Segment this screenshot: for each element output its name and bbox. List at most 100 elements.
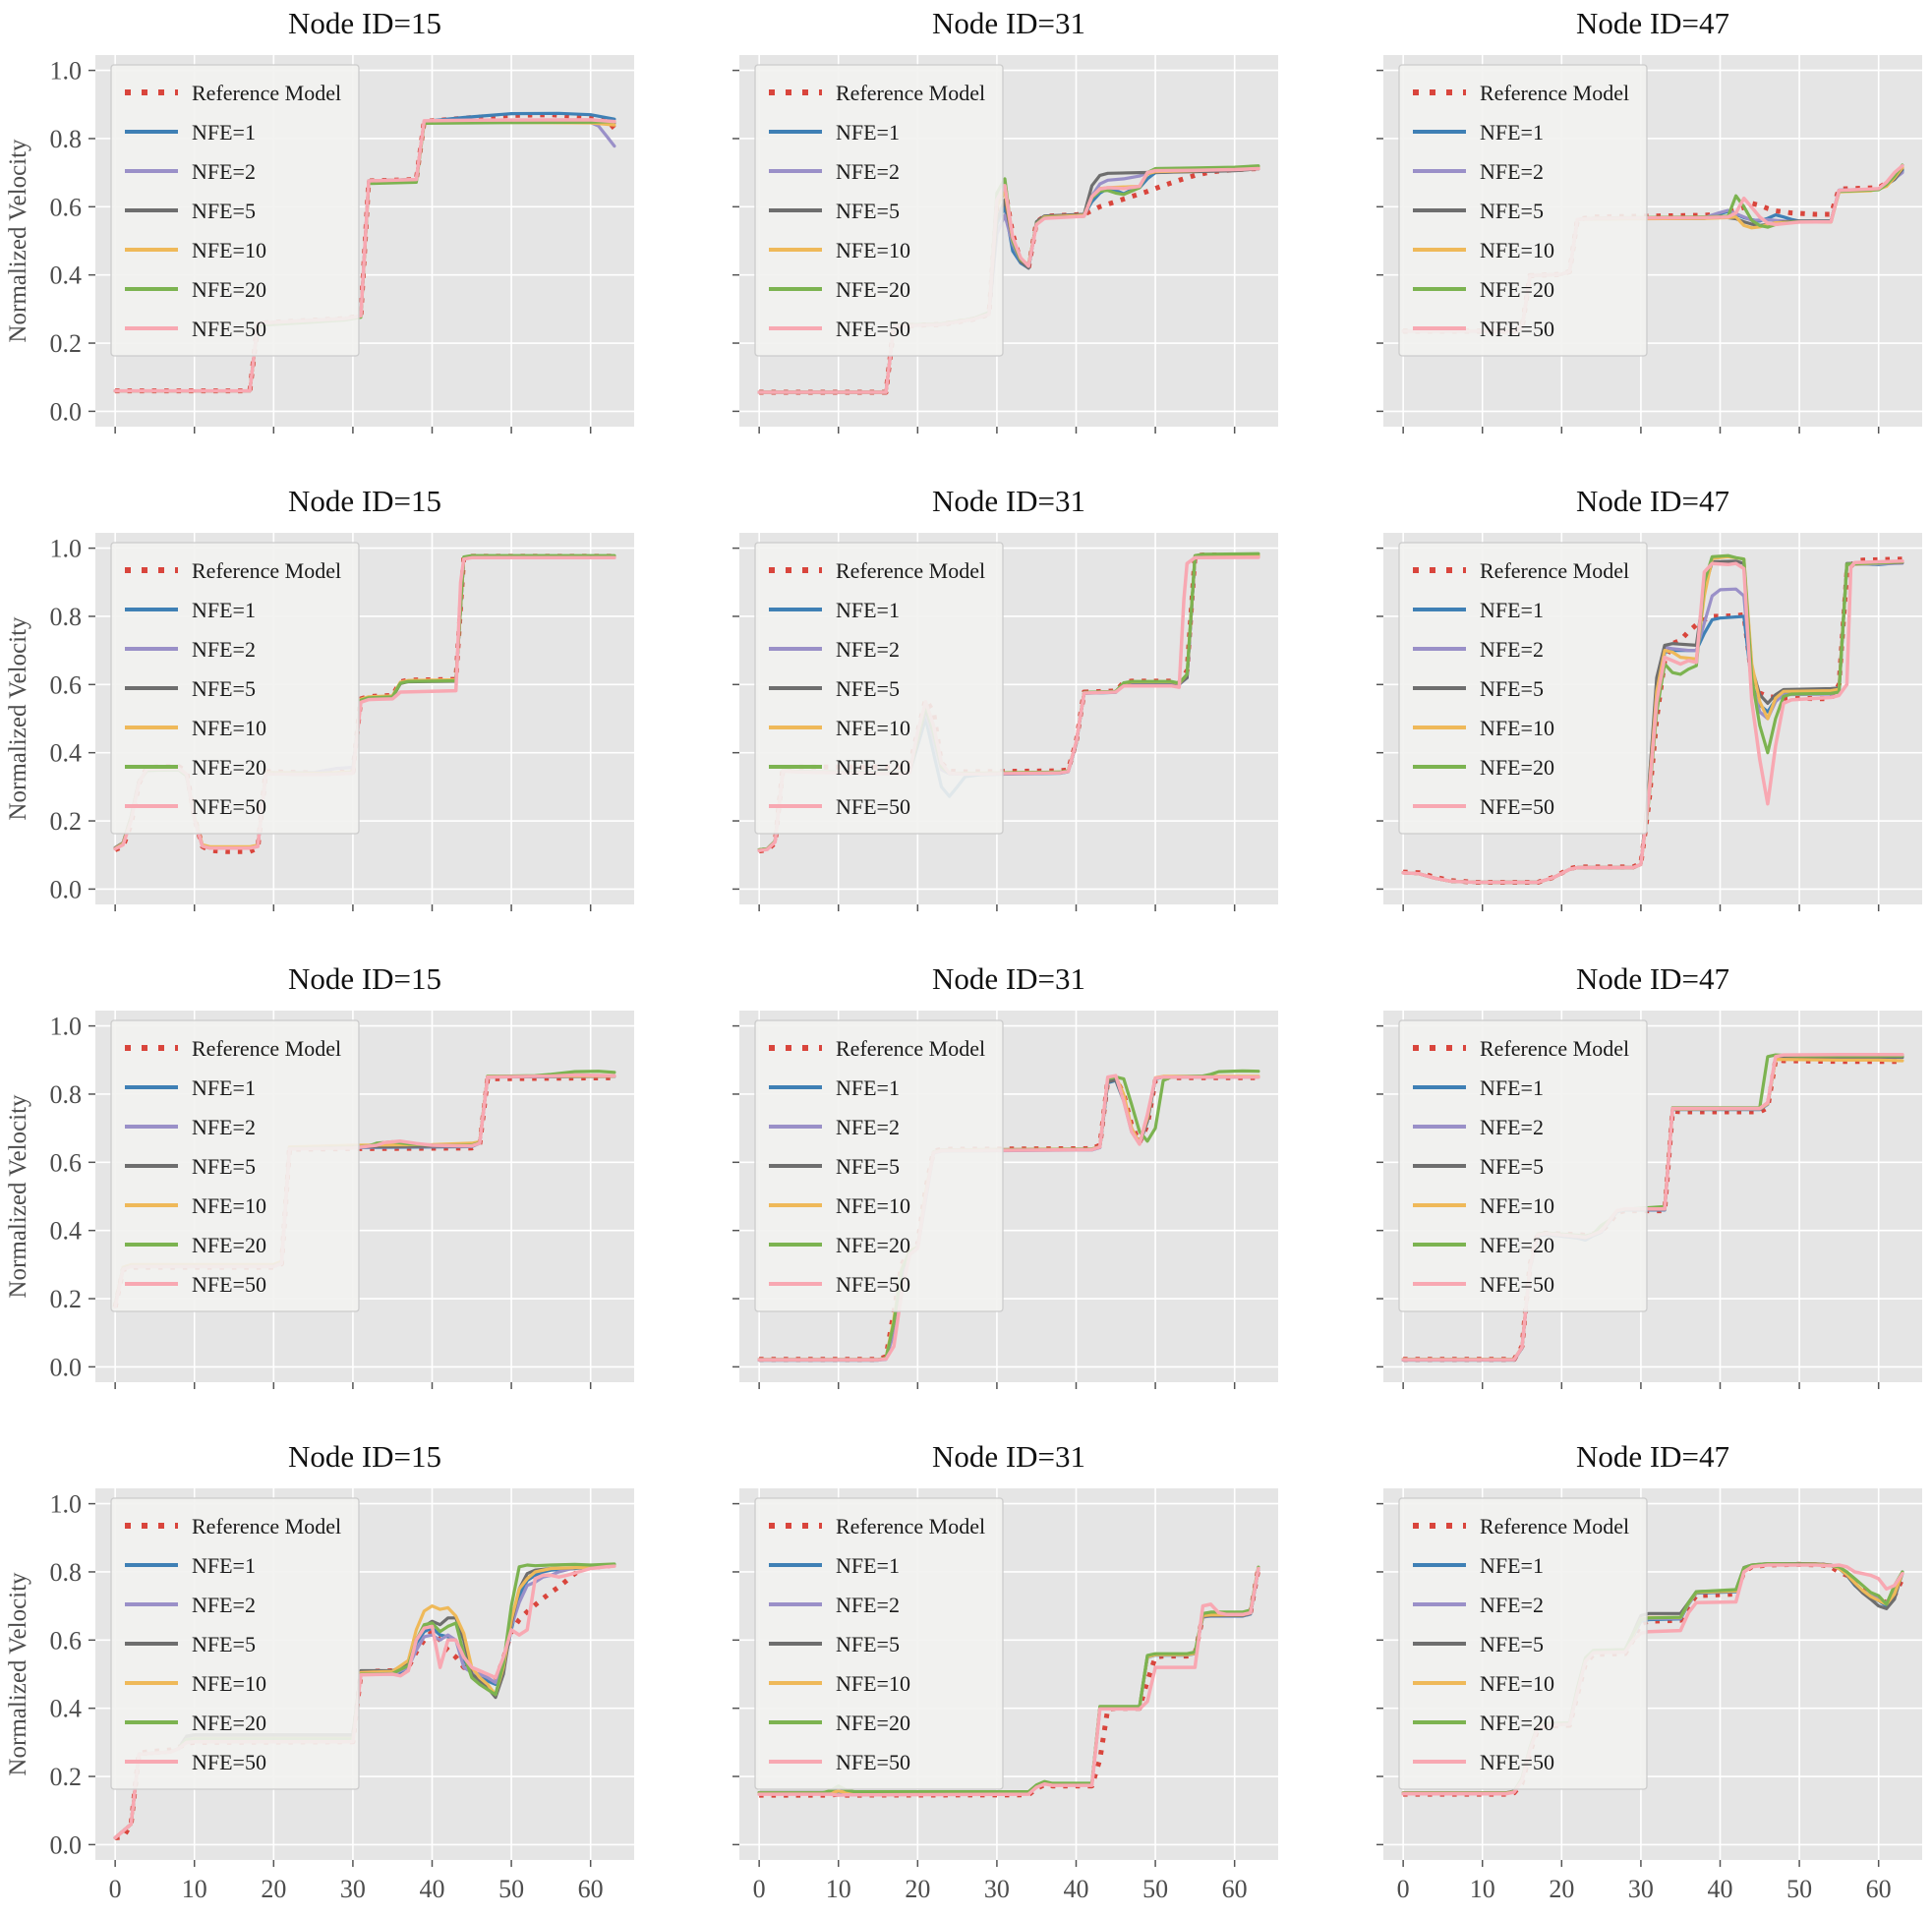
y-tick-label: 0.2 — [50, 807, 83, 836]
legend-label-nfe5: NFE=5 — [1480, 199, 1544, 223]
chart-r4c2: Node ID=31 0 10 20 30 40 50 60 Reference Model NF… — [732, 1439, 1278, 1903]
legend-label-nfe2: NFE=2 — [1480, 1593, 1544, 1617]
y-tick-label: 0.6 — [50, 1148, 83, 1177]
legend-label-nfe5: NFE=5 — [1480, 1154, 1544, 1179]
chart-title: Node ID=47 — [1576, 484, 1729, 518]
legend-label-nfe2: NFE=2 — [192, 1115, 256, 1139]
y-tick-label: 1.0 — [50, 1013, 83, 1041]
chart-r3c1: Node ID=15 0.0 0.2 0.4 0.6 0.8 1.0 Normalized V… — [5, 961, 634, 1389]
chart-r4c1: Node ID=15 0 10 20 30 40 50 60 0.0 0.2 0.4 0.6 0.8 1.… — [5, 1439, 634, 1903]
legend-label-nfe1: NFE=1 — [836, 1553, 900, 1578]
chart-cell-r4c2: Node ID=31 0 10 20 30 40 50 60 Reference Model NF… — [644, 1433, 1288, 1911]
chart-r1c1: Node ID=15 0.0 0.2 0.4 0.6 0.8 1.0 Normalized V… — [5, 6, 634, 434]
y-axis-label: Normalized Velocity — [5, 1572, 31, 1776]
legend-label-nfe2: NFE=2 — [1480, 637, 1544, 662]
y-tick-label: 0.6 — [50, 193, 83, 221]
legend-label-nfe50: NFE=50 — [836, 794, 910, 819]
legend-label-nfe20: NFE=20 — [192, 1711, 266, 1735]
legend-label-nfe20: NFE=20 — [1480, 277, 1554, 302]
y-tick-label: 0.4 — [50, 261, 83, 290]
legend-box — [754, 1497, 1004, 1790]
chart-title: Node ID=31 — [932, 6, 1085, 40]
legend-box — [110, 542, 360, 835]
legend-box — [1398, 1019, 1648, 1312]
legend-label-nfe50: NFE=50 — [836, 1750, 910, 1774]
legend-label-nfe10: NFE=10 — [836, 238, 910, 262]
legend-label-nfe5: NFE=5 — [192, 199, 256, 223]
chart-title: Node ID=47 — [1576, 961, 1729, 996]
legend-label-nfe20: NFE=20 — [836, 1711, 910, 1735]
legend-label-nfe50: NFE=50 — [1480, 1750, 1554, 1774]
x-tick-label: 40 — [1708, 1875, 1733, 1903]
legend-label-nfe2: NFE=2 — [836, 1115, 900, 1139]
legend-label-nfe1: NFE=1 — [1480, 598, 1544, 622]
y-axis-label: Normalized Velocity — [5, 139, 31, 343]
x-tick-label: 60 — [1866, 1875, 1892, 1903]
legend-label-nfe2: NFE=2 — [1480, 1115, 1544, 1139]
chart-cell-r2c3: Node ID=47 Reference Model NFE=1 NFE=2 NFE=5… — [1288, 478, 1932, 956]
legend-label-nfe2: NFE=2 — [836, 159, 900, 184]
x-tick-label: 10 — [182, 1875, 207, 1903]
y-tick-label: 1.0 — [50, 57, 83, 86]
legend-label-ref: Reference Model — [1480, 558, 1629, 583]
legend-label-nfe1: NFE=1 — [836, 1075, 900, 1100]
legend-label-ref: Reference Model — [192, 81, 341, 105]
y-tick-label: 1.0 — [50, 1490, 83, 1519]
chart-r3c2: Node ID=31 Reference Model NFE=1 NFE=2 NFE=5… — [732, 961, 1278, 1389]
legend-label-nfe50: NFE=50 — [836, 1272, 910, 1297]
legend-label-nfe50: NFE=50 — [192, 794, 266, 819]
legend-label-nfe20: NFE=20 — [192, 277, 266, 302]
legend-label-nfe2: NFE=2 — [192, 637, 256, 662]
chart-r3c3: Node ID=47 Reference Model NFE=1 NFE=2 NFE=5… — [1376, 961, 1922, 1389]
chart-cell-r3c3: Node ID=47 Reference Model NFE=1 NFE=2 NFE=5… — [1288, 956, 1932, 1433]
legend-label-nfe1: NFE=1 — [192, 120, 256, 145]
chart-title: Node ID=31 — [932, 1439, 1085, 1474]
legend-label-ref: Reference Model — [836, 81, 985, 105]
legend-label-nfe2: NFE=2 — [192, 1593, 256, 1617]
legend-label-nfe20: NFE=20 — [192, 1233, 266, 1257]
legend-label-nfe20: NFE=20 — [1480, 1233, 1554, 1257]
legend-box — [1398, 64, 1648, 357]
legend-label-nfe50: NFE=50 — [192, 317, 266, 341]
x-tick-label: 20 — [261, 1875, 286, 1903]
y-tick-label: 0.8 — [50, 125, 83, 153]
legend-label-nfe5: NFE=5 — [192, 1632, 256, 1656]
legend-label-nfe10: NFE=10 — [836, 716, 910, 740]
legend-label-nfe10: NFE=10 — [192, 1671, 266, 1696]
y-tick-label: 0.6 — [50, 1626, 83, 1655]
x-tick-label: 20 — [1549, 1875, 1574, 1903]
legend-box — [1398, 542, 1648, 835]
y-axis-label: Normalized Velocity — [5, 616, 31, 821]
x-tick-label: 0 — [1397, 1875, 1410, 1903]
legend-label-nfe20: NFE=20 — [836, 277, 910, 302]
legend-box — [754, 1019, 1004, 1312]
legend-label-nfe5: NFE=5 — [1480, 676, 1544, 701]
legend-label-nfe10: NFE=10 — [1480, 238, 1554, 262]
legend-label-ref: Reference Model — [836, 1514, 985, 1539]
legend-label-ref: Reference Model — [192, 558, 341, 583]
chart-title: Node ID=47 — [1576, 6, 1729, 40]
y-tick-label: 0.0 — [50, 875, 83, 903]
chart-cell-r2c2: Node ID=31 Reference Model NFE=1 NFE=2 NFE=5… — [644, 478, 1288, 956]
legend-label-nfe1: NFE=1 — [192, 1553, 256, 1578]
legend-label-nfe5: NFE=5 — [1480, 1632, 1544, 1656]
legend-label-nfe1: NFE=1 — [836, 598, 900, 622]
chart-r2c2: Node ID=31 Reference Model NFE=1 NFE=2 NFE=5… — [732, 484, 1278, 911]
legend-label-nfe20: NFE=20 — [836, 755, 910, 780]
legend-label-nfe10: NFE=10 — [836, 1671, 910, 1696]
legend-box — [110, 64, 360, 357]
chart-r2c1: Node ID=15 0.0 0.2 0.4 0.6 0.8 1.0 Normalized V… — [5, 484, 634, 911]
x-tick-label: 50 — [1142, 1875, 1168, 1903]
series-line-ref — [114, 553, 615, 854]
legend-label-ref: Reference Model — [836, 1036, 985, 1061]
legend-label-nfe20: NFE=20 — [836, 1233, 910, 1257]
y-tick-label: 0.4 — [50, 1695, 83, 1723]
legend-label-ref: Reference Model — [1480, 81, 1629, 105]
x-tick-label: 10 — [826, 1875, 851, 1903]
legend-label-ref: Reference Model — [1480, 1036, 1629, 1061]
legend-label-nfe50: NFE=50 — [192, 1272, 266, 1297]
chart-cell-r4c3: Node ID=47 0 10 20 30 40 50 60 Reference Model NF… — [1288, 1433, 1932, 1911]
series-line-nfe50 — [757, 1074, 1260, 1362]
x-tick-label: 10 — [1470, 1875, 1495, 1903]
